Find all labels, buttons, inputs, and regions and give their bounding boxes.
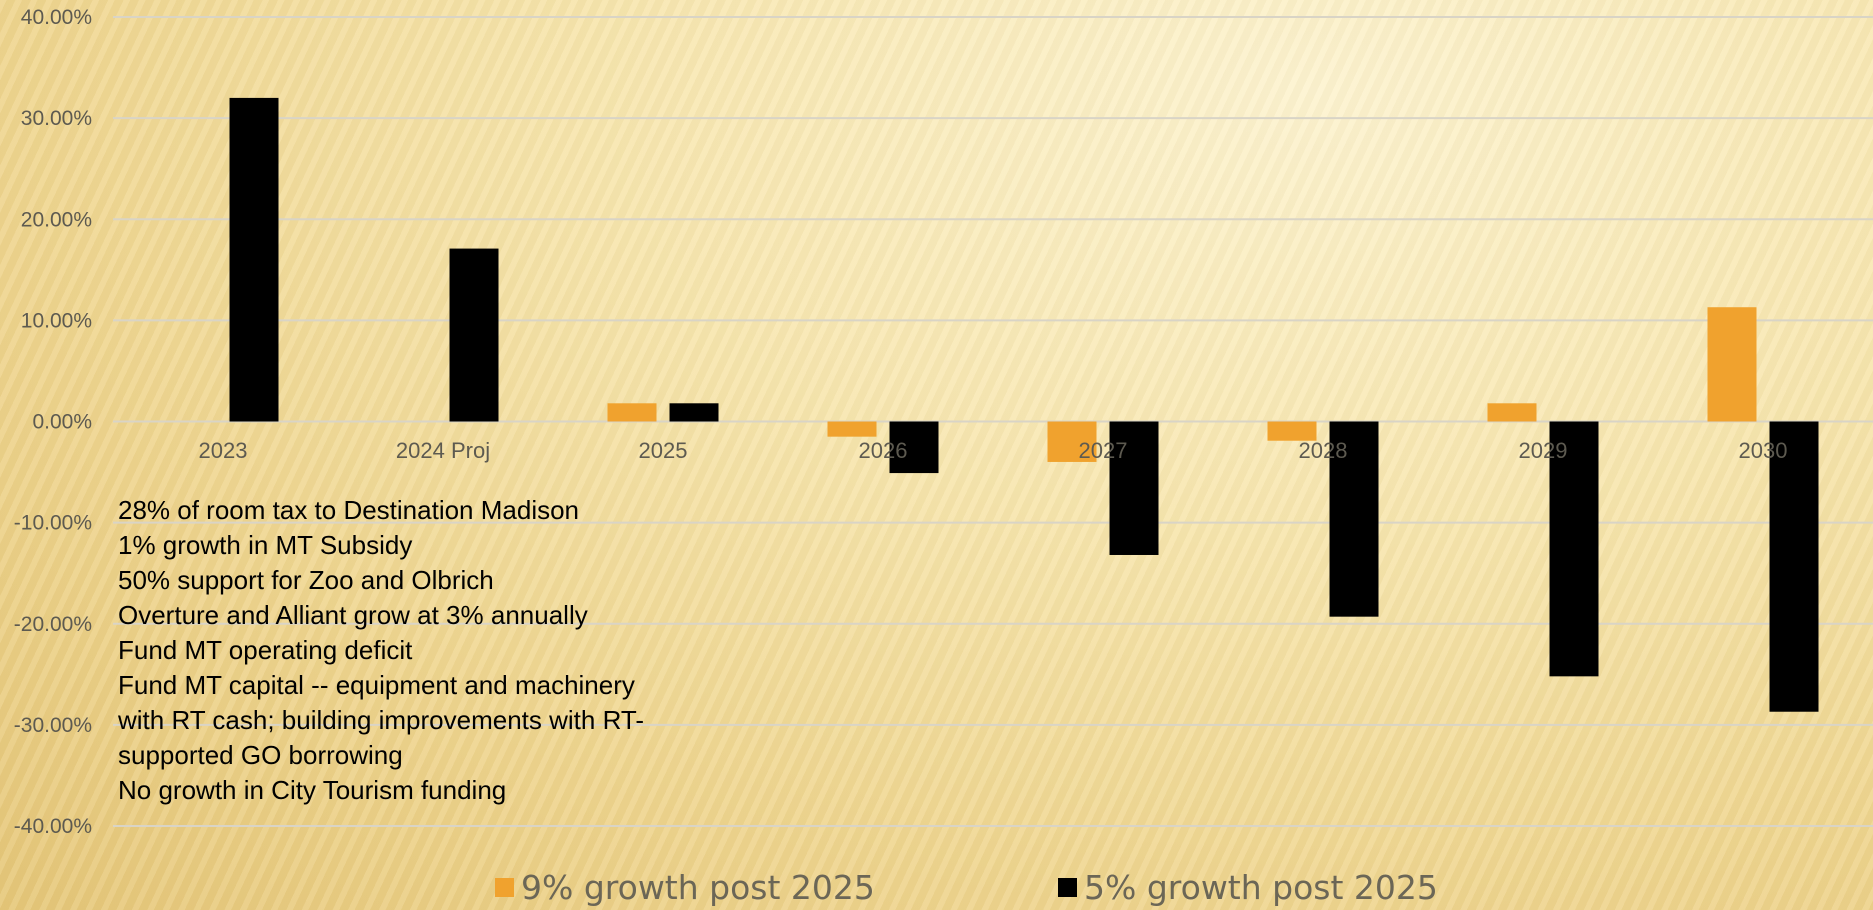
x-tick-label: 2025 bbox=[639, 438, 688, 463]
x-tick-label: 2026 bbox=[859, 438, 908, 463]
note-line: No growth in City Tourism funding bbox=[118, 775, 507, 805]
legend-item-9pct: 9% growth post 2025 bbox=[495, 868, 875, 907]
bar-5pct-2028 bbox=[1329, 421, 1379, 617]
gridlines bbox=[113, 16, 1873, 827]
y-tick-label: 10.00% bbox=[21, 309, 92, 332]
bar-9pct-2027 bbox=[1047, 421, 1097, 462]
bar-9pct-2025 bbox=[607, 403, 657, 422]
y-tick-label: 20.00% bbox=[21, 208, 92, 231]
y-tick-label: -20.00% bbox=[14, 613, 92, 636]
bar-5pct-2030 bbox=[1769, 421, 1819, 712]
chart-legend: 9% growth post 2025 5% growth post 2025 bbox=[0, 868, 1873, 908]
bar-9pct-2028 bbox=[1267, 421, 1317, 441]
x-tick-label: 2024 Proj bbox=[396, 438, 490, 463]
bar-5pct-2029 bbox=[1549, 421, 1599, 677]
note-line: Fund MT operating deficit bbox=[118, 635, 413, 665]
x-tick-label: 2029 bbox=[1519, 438, 1568, 463]
x-tick-label: 2027 bbox=[1079, 438, 1128, 463]
note-line: Overture and Alliant grow at 3% annually bbox=[118, 600, 588, 630]
legend-label: 9% growth post 2025 bbox=[521, 868, 875, 907]
note-line: with RT cash; building improvements with… bbox=[118, 705, 644, 735]
note-line: 28% of room tax to Destination Madison bbox=[118, 495, 580, 525]
y-tick-label: 40.00% bbox=[21, 6, 92, 29]
bar-5pct-2025 bbox=[669, 403, 719, 422]
x-tick-label: 2030 bbox=[1739, 438, 1788, 463]
x-tick-label: 2028 bbox=[1299, 438, 1348, 463]
x-tick-label: 2023 bbox=[199, 438, 248, 463]
y-tick-label: -30.00% bbox=[14, 714, 92, 737]
legend-swatch-black bbox=[1058, 878, 1077, 897]
bar-5pct-2024-proj bbox=[449, 248, 499, 422]
bar-5pct-2023 bbox=[229, 97, 279, 422]
bars bbox=[229, 97, 1819, 712]
y-tick-label: -40.00% bbox=[14, 815, 92, 838]
bar-9pct-2030 bbox=[1707, 307, 1757, 422]
legend-item-5pct: 5% growth post 2025 bbox=[1058, 868, 1438, 907]
x-axis-category-labels: 2023 2024 Proj 2025 2026 2027 2028 2029 2030 bbox=[199, 438, 1788, 463]
note-line: Fund MT capital -- equipment and machine… bbox=[118, 670, 635, 700]
bar-9pct-2029 bbox=[1487, 403, 1537, 422]
bar-9pct-2026 bbox=[827, 421, 877, 437]
bar-5pct-2027 bbox=[1109, 421, 1159, 555]
assumptions-text-box: 28% of room tax to Destination Madison 1… bbox=[118, 493, 718, 808]
y-tick-label: -10.00% bbox=[14, 512, 92, 535]
legend-swatch-orange bbox=[495, 878, 514, 897]
y-tick-label: 0.00% bbox=[32, 411, 92, 434]
y-tick-label: 30.00% bbox=[21, 107, 92, 130]
note-line: 1% growth in MT Subsidy bbox=[118, 530, 413, 560]
y-axis-tick-labels: -40.00% -30.00% -20.00% -10.00% 0.00% 10.00% 2… bbox=[14, 6, 92, 838]
bar-5pct-2026 bbox=[889, 421, 939, 474]
legend-label: 5% growth post 2025 bbox=[1084, 868, 1438, 907]
note-line: 50% support for Zoo and Olbrich bbox=[118, 565, 494, 595]
note-line: supported GO borrowing bbox=[118, 740, 403, 770]
